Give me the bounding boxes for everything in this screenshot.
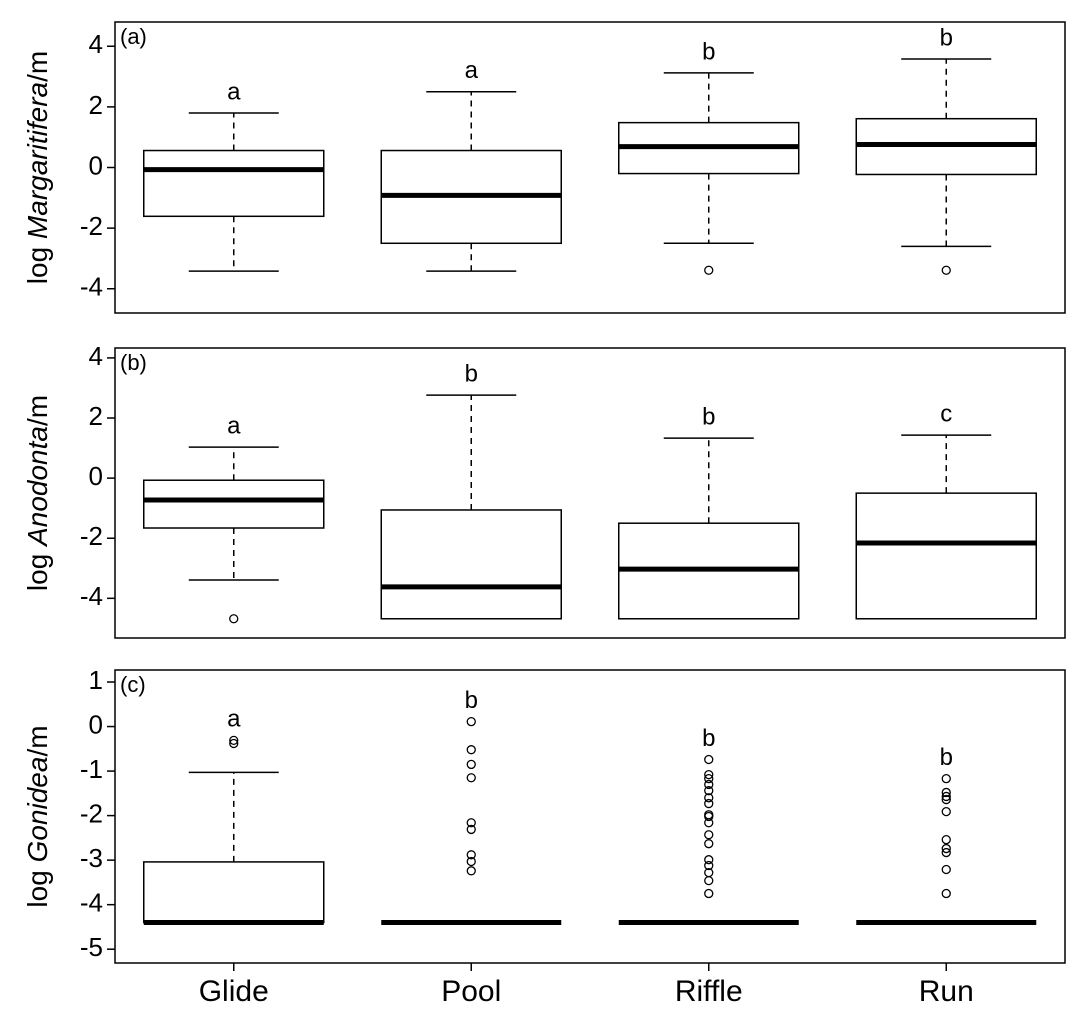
- panel-label: (b): [120, 350, 147, 375]
- outlier: [941, 794, 951, 805]
- outlier: [466, 717, 476, 727]
- outlier: [941, 835, 951, 845]
- y-tick-label: -5: [80, 932, 103, 962]
- plot-frame: [114, 669, 1066, 964]
- x-tick-label: Pool: [441, 975, 501, 1008]
- outlier: [941, 265, 951, 275]
- outlier: [704, 779, 714, 790]
- y-axis-title-part: log: [22, 546, 53, 591]
- outlier: [466, 773, 476, 783]
- y-tick-label: 2: [89, 90, 103, 120]
- panel-label: (c): [120, 672, 146, 697]
- outlier: [704, 818, 714, 828]
- outlier: [229, 738, 239, 749]
- y-tick-label: -2: [80, 798, 103, 828]
- group-letter: b: [940, 24, 953, 51]
- outlier: [466, 856, 476, 867]
- y-tick-label: -4: [80, 888, 103, 918]
- outlier: [229, 614, 239, 624]
- outlier: [941, 847, 951, 858]
- outlier: [704, 860, 714, 871]
- outlier: [466, 866, 476, 876]
- x-tick-label: Glide: [199, 975, 269, 1008]
- outlier: [466, 818, 476, 828]
- y-tick-label: -4: [80, 272, 103, 302]
- y-axis-title: log Gonidea/m: [22, 725, 53, 907]
- y-tick-label: -2: [80, 521, 103, 551]
- plot-frame: [114, 347, 1066, 639]
- box: [380, 509, 562, 620]
- outlier: [941, 806, 951, 817]
- outlier: [704, 774, 714, 784]
- y-axis-title-part: /m: [22, 725, 53, 756]
- outlier: [229, 735, 239, 746]
- x-tick-label: Run: [919, 975, 974, 1008]
- group-letter: b: [940, 744, 953, 771]
- y-tick-label: 1: [89, 665, 103, 695]
- y-axis-title: log Margaritifera/m: [22, 51, 53, 284]
- outlier: [704, 786, 714, 796]
- y-axis-title-part: /m: [22, 395, 53, 426]
- y-tick-label: 0: [89, 709, 103, 739]
- outlier: [466, 745, 476, 755]
- y-axis-title-part: log: [22, 862, 53, 907]
- outlier: [941, 864, 951, 875]
- box: [855, 492, 1037, 620]
- outlier: [704, 754, 714, 765]
- y-axis-title-part: log: [22, 239, 53, 284]
- outlier: [704, 769, 714, 780]
- outlier: [941, 843, 951, 854]
- outlier: [466, 850, 476, 860]
- x-tick-label: Riffle: [675, 975, 743, 1008]
- outlier: [704, 888, 714, 899]
- outlier: [704, 265, 714, 275]
- group-letter: b: [702, 725, 715, 752]
- y-tick-label: -2: [80, 211, 103, 241]
- y-tick-label: 4: [89, 341, 103, 371]
- y-tick-label: -3: [80, 843, 103, 873]
- group-letter: b: [465, 687, 478, 714]
- outlier: [704, 875, 714, 886]
- outlier: [466, 759, 476, 770]
- y-tick-label: -4: [80, 581, 103, 611]
- group-letter: b: [702, 38, 715, 65]
- group-letter: b: [465, 361, 478, 388]
- panel-label: (a): [120, 24, 147, 49]
- group-letter: a: [465, 57, 479, 84]
- y-tick-label: 0: [89, 461, 103, 491]
- box: [143, 479, 325, 529]
- outlier: [704, 798, 714, 809]
- box: [143, 149, 325, 218]
- y-axis-title: log Anodonta/m: [22, 395, 53, 591]
- outlier: [704, 830, 714, 840]
- y-tick-label: -1: [80, 754, 103, 784]
- y-tick-label: 2: [89, 401, 103, 431]
- outlier: [704, 811, 714, 822]
- y-axis-title-part: Gonidea: [22, 757, 53, 863]
- y-axis-title-part: Anodonta: [22, 426, 53, 548]
- y-axis-title-part: /m: [22, 51, 53, 82]
- group-letter: a: [227, 413, 241, 440]
- outlier: [704, 855, 714, 865]
- outlier: [941, 791, 951, 802]
- outlier: [941, 774, 951, 784]
- group-letter: a: [227, 78, 241, 105]
- outlier: [704, 793, 714, 803]
- box: [143, 861, 325, 924]
- y-tick-label: 4: [89, 29, 103, 59]
- outlier: [941, 888, 951, 899]
- outlier: [941, 787, 951, 798]
- outlier: [466, 824, 476, 835]
- group-letter: a: [227, 706, 241, 733]
- y-axis-title-part: Margaritifera: [22, 82, 53, 239]
- outlier: [704, 839, 714, 849]
- group-letter: c: [940, 400, 952, 427]
- group-letter: b: [702, 403, 715, 430]
- y-tick-label: 0: [89, 150, 103, 180]
